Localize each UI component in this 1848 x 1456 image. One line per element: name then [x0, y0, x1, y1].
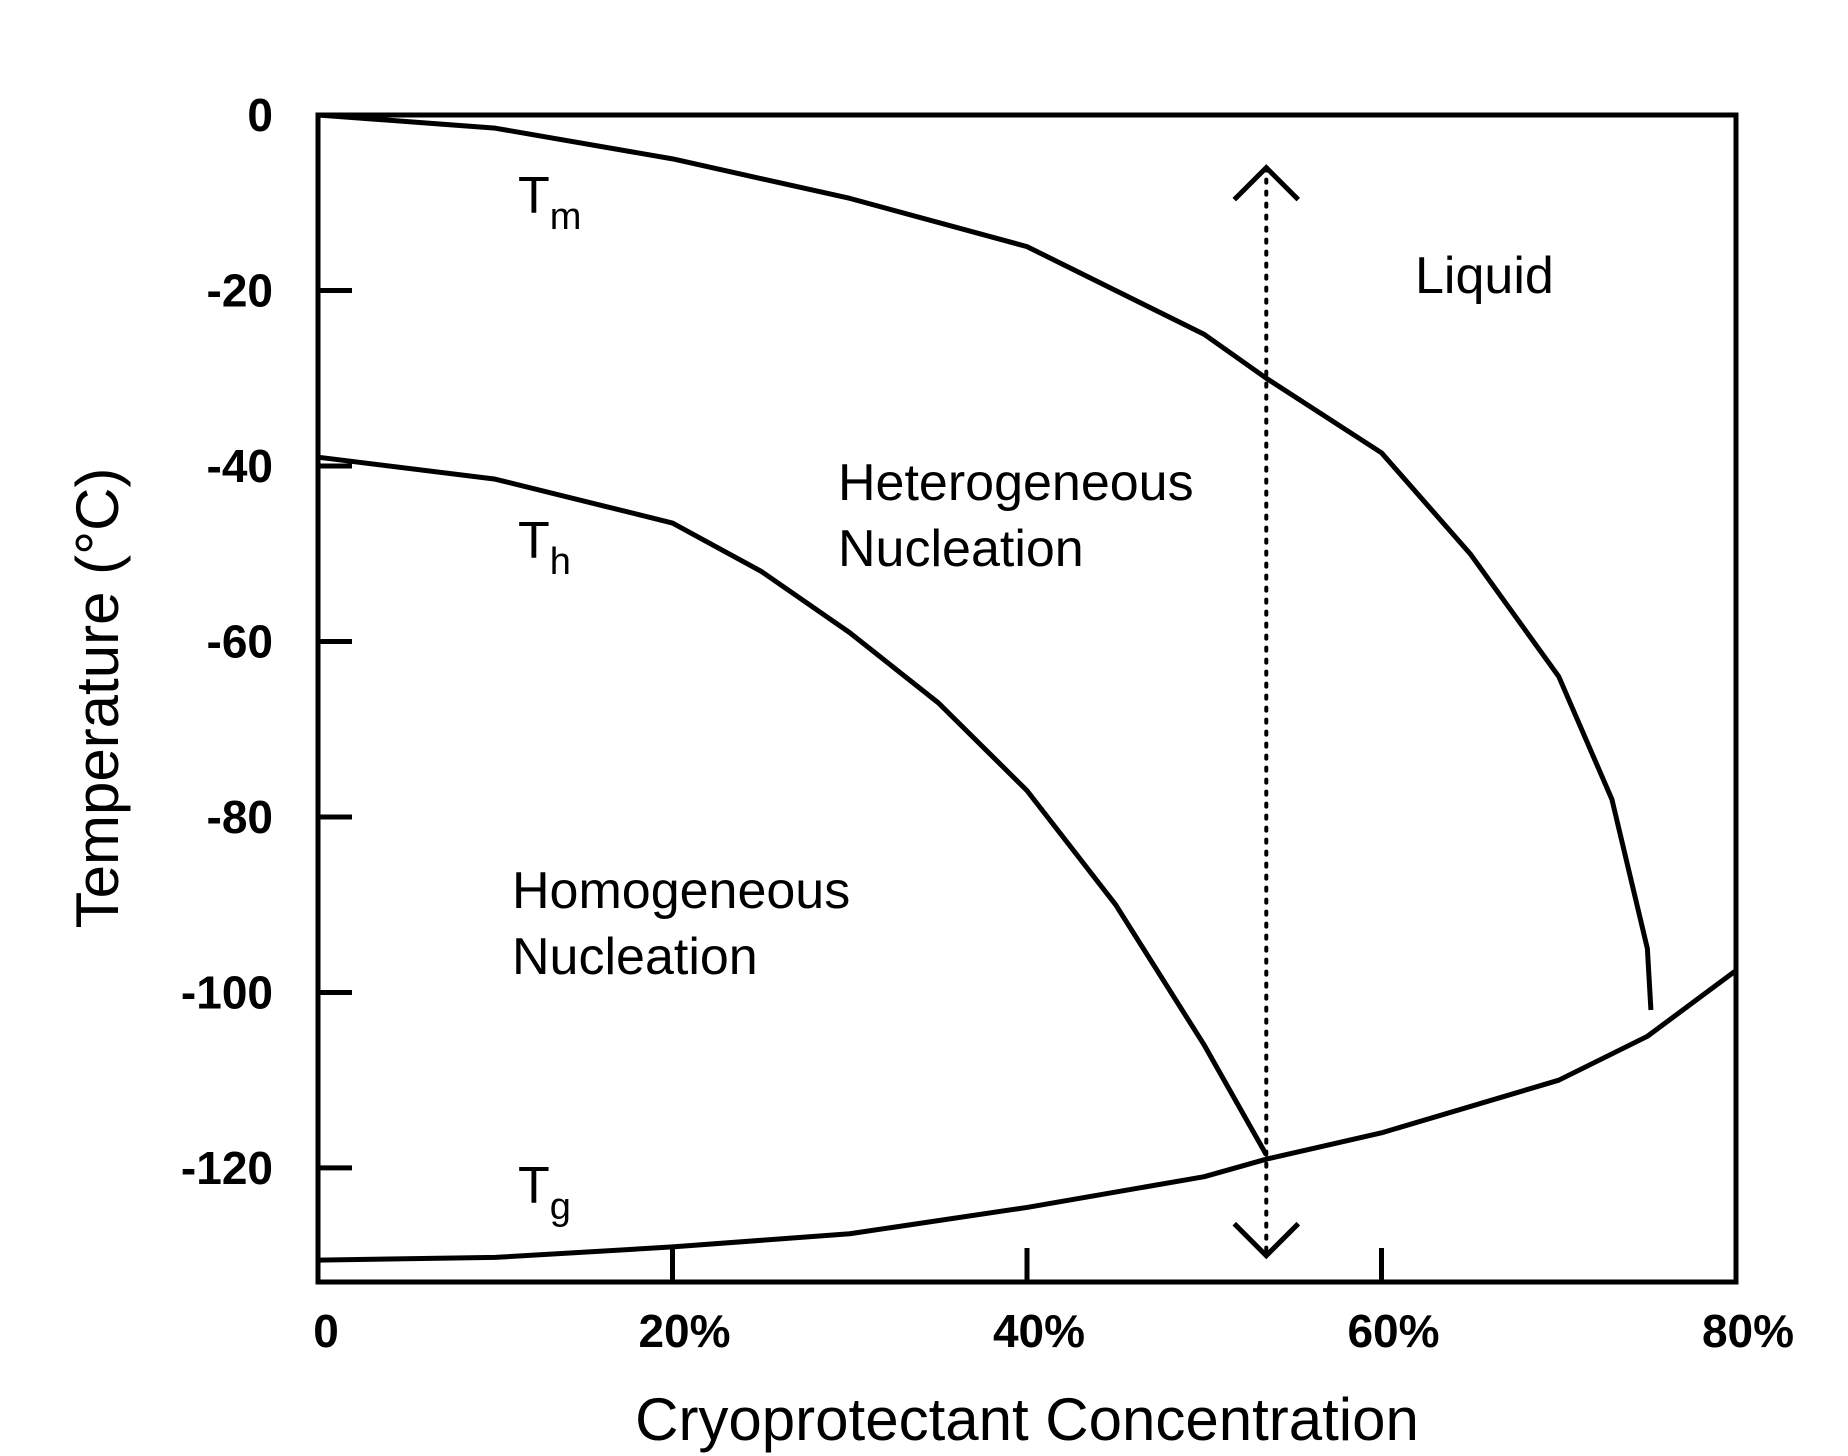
curve-label: Th — [518, 512, 571, 583]
curve — [317, 968, 1738, 1263]
curve — [317, 454, 1269, 1157]
region-label: Nucleation — [838, 520, 1084, 578]
y-tick-label: 0 — [247, 89, 273, 141]
x-tick-label: 60% — [1347, 1305, 1439, 1357]
y-axis-title: Temperature (°C) — [64, 468, 131, 929]
arrow-head — [1232, 164, 1301, 202]
curve-label: Tg — [518, 1157, 571, 1228]
curve-label-sub: h — [550, 541, 571, 583]
x-tick-label: 0 — [313, 1305, 339, 1357]
x-axis-title: Cryoprotectant Concentration — [635, 1386, 1419, 1453]
curve-label-main: T — [518, 167, 550, 225]
curve-label: Tm — [518, 167, 581, 238]
x-tick-label: 40% — [993, 1305, 1085, 1357]
curve-label-sub: g — [550, 1186, 571, 1228]
y-tick-label: -120 — [181, 1142, 273, 1194]
y-tick-label: -40 — [207, 440, 273, 492]
curve — [317, 112, 1654, 1011]
curve-label-main: T — [518, 512, 550, 570]
curve-label-sub: m — [550, 196, 582, 238]
x-tick-label: 80% — [1702, 1305, 1794, 1357]
y-tick-label: -80 — [207, 791, 273, 843]
arrow-head — [1232, 1221, 1301, 1260]
region-label: Liquid — [1415, 247, 1554, 305]
x-tick-label: 20% — [638, 1305, 730, 1357]
y-tick-label: -100 — [181, 966, 273, 1018]
y-tick-label: -20 — [207, 264, 273, 316]
region-label: Nucleation — [512, 928, 758, 986]
curve-label-main: T — [518, 1157, 550, 1215]
y-tick-label: -60 — [207, 615, 273, 667]
region-label: Heterogeneous — [838, 454, 1194, 512]
region-label: Homogeneous — [512, 862, 850, 920]
